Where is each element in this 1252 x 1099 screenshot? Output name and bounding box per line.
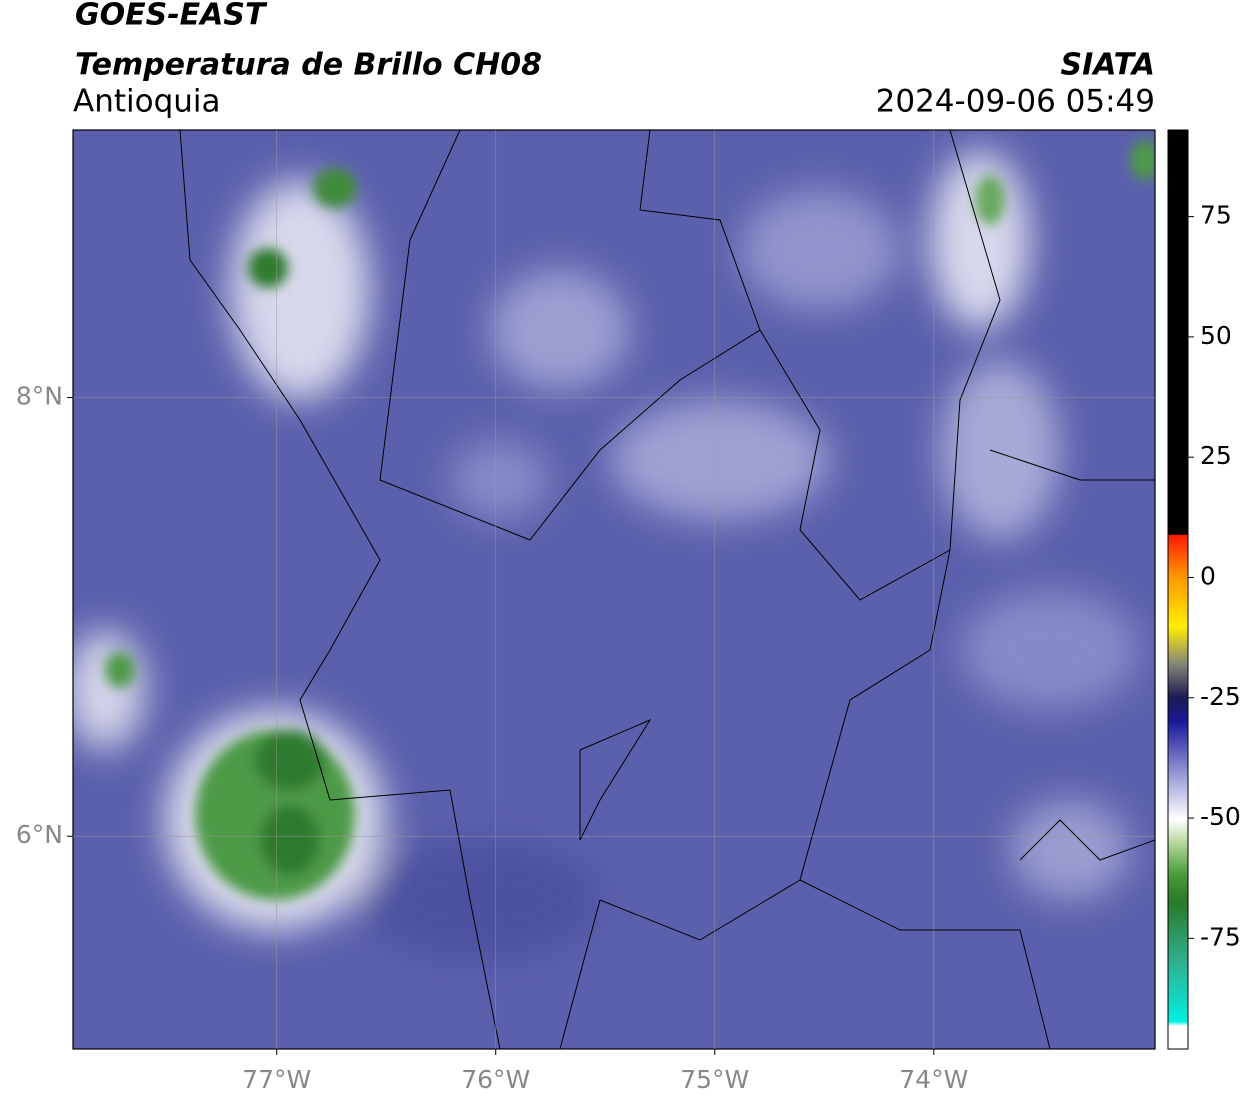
lon-label: 74°W <box>899 1065 968 1094</box>
colorbar-label: 75 <box>1200 201 1232 230</box>
product: Temperatura de Brillo CH08 <box>75 48 542 83</box>
colorbar-label: -25 <box>1200 682 1241 711</box>
satellite: GOES-EAST <box>75 0 268 33</box>
colorbar-label: -50 <box>1200 802 1241 831</box>
colorbar-label: -75 <box>1200 922 1241 951</box>
colorbar-label: 0 <box>1200 561 1216 590</box>
colorbar-label: 25 <box>1200 441 1232 470</box>
colorbar-label: 50 <box>1200 321 1232 350</box>
lat-label: 6°N <box>16 820 63 849</box>
lat-label: 8°N <box>16 382 63 411</box>
lon-label: 75°W <box>680 1065 749 1094</box>
colorbar <box>1167 129 1189 1050</box>
region: Antioquia <box>73 84 221 120</box>
lon-label: 77°W <box>242 1065 311 1094</box>
datetime: 2024-09-06 05:49 <box>876 84 1155 120</box>
lon-label: 76°W <box>461 1065 530 1094</box>
map-field <box>73 130 1155 1049</box>
map-frame <box>72 129 1156 1050</box>
source: SIATA <box>1061 48 1155 83</box>
